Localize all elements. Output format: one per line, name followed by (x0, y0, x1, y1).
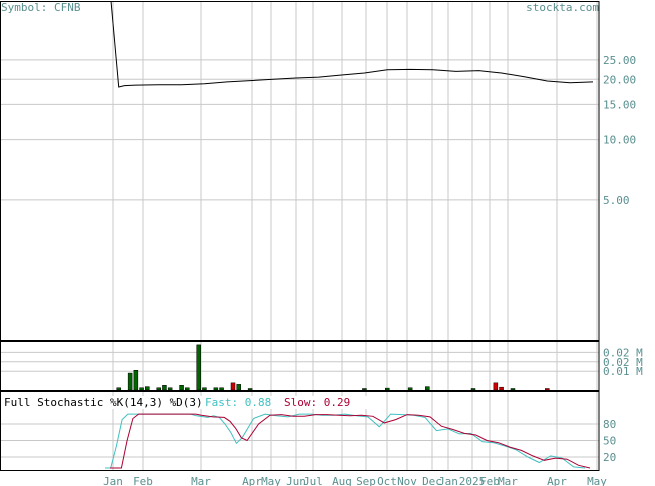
x-tick-label: Jan (103, 475, 123, 486)
volume-panel (116, 344, 550, 391)
volume-bar (510, 388, 516, 391)
volume-bar (247, 388, 253, 391)
volume-frame (0, 341, 600, 391)
price-tick-label: 5.00 (603, 194, 630, 207)
volume-bar (156, 387, 161, 391)
volume-bar (202, 387, 207, 391)
volume-bar (236, 384, 241, 391)
stochastic-panel (105, 413, 591, 469)
volume-tick-label: 0.02 M (603, 346, 643, 359)
fast-line (105, 413, 586, 469)
volume-tick-label: 0.01 M (603, 365, 643, 378)
volume-bar (362, 388, 367, 391)
x-tick-label: Feb (133, 475, 153, 486)
slow-label: Slow: 0.29 (284, 396, 350, 409)
stochastic-legend: Full Stochastic %K(14,3) %D(3) Fast: 0.8… (3, 396, 378, 409)
volume-bar (545, 388, 550, 391)
x-tick-label: Mar (498, 475, 518, 486)
volume-bar (116, 387, 121, 391)
x-tick-label: Feb (480, 475, 500, 486)
fast-label: Fast: 0.88 (205, 396, 271, 409)
stochastic-tick-label: 80 (603, 418, 616, 431)
volume-bar (162, 385, 167, 391)
stochastic-frame (0, 391, 600, 471)
volume-bar (179, 385, 184, 391)
volume-bar (493, 382, 499, 391)
x-tick-label: Nov (397, 475, 417, 486)
slow-line (110, 413, 591, 469)
volume-bar (167, 387, 173, 391)
x-tick-label: Sep (356, 475, 376, 486)
x-tick-label: Jun (286, 475, 306, 486)
x-tick-label: Oct (377, 475, 397, 486)
x-tick-label: Apr (547, 475, 567, 486)
volume-bar (425, 386, 430, 391)
x-tick-label: May (261, 475, 281, 486)
volume-bar (385, 387, 390, 391)
stochastic-title: Full Stochastic %K(14,3) %D(3) (4, 396, 203, 409)
price-tick-label: 15.00 (603, 98, 636, 111)
volume-bar (407, 387, 413, 391)
site-label: stockta.com (526, 1, 599, 14)
stochastic-tick-label: 20 (603, 451, 616, 464)
price-frame (0, 1, 600, 341)
legend-background (3, 396, 378, 409)
x-tick-label: Apr (242, 475, 262, 486)
symbol-label: Symbol: CFNB (1, 1, 81, 14)
volume-bar (127, 372, 133, 391)
stochastic-tick-label: 50 (603, 435, 616, 448)
volume-bar (196, 344, 201, 391)
volume-tick-label: 0.02 M (603, 356, 643, 369)
panel-frames (0, 1, 600, 471)
price-tick-label: 25.00 (603, 54, 636, 67)
volume-bar (499, 386, 504, 391)
price-panel (110, 0, 594, 88)
price-line (110, 0, 594, 88)
volume-bar (185, 387, 190, 391)
volume-bar (470, 388, 476, 391)
x-tick-label: May (587, 475, 607, 486)
price-tick-label: 20.00 (603, 73, 636, 86)
volume-bar (133, 370, 139, 391)
x-tick-label: Jul (303, 475, 323, 486)
volume-bar (230, 382, 236, 391)
x-tick-label: 2025 (459, 475, 486, 486)
volume-bar (139, 387, 144, 391)
volume-bar (219, 387, 224, 391)
x-tick-label: Aug (332, 475, 352, 486)
x-tick-label: Dec (422, 475, 442, 486)
price-tick-label: 10.00 (603, 134, 636, 147)
volume-bar (145, 386, 150, 391)
x-tick-label: Mar (191, 475, 211, 486)
volume-bar (213, 387, 219, 391)
x-tick-label: Jan (438, 475, 458, 486)
